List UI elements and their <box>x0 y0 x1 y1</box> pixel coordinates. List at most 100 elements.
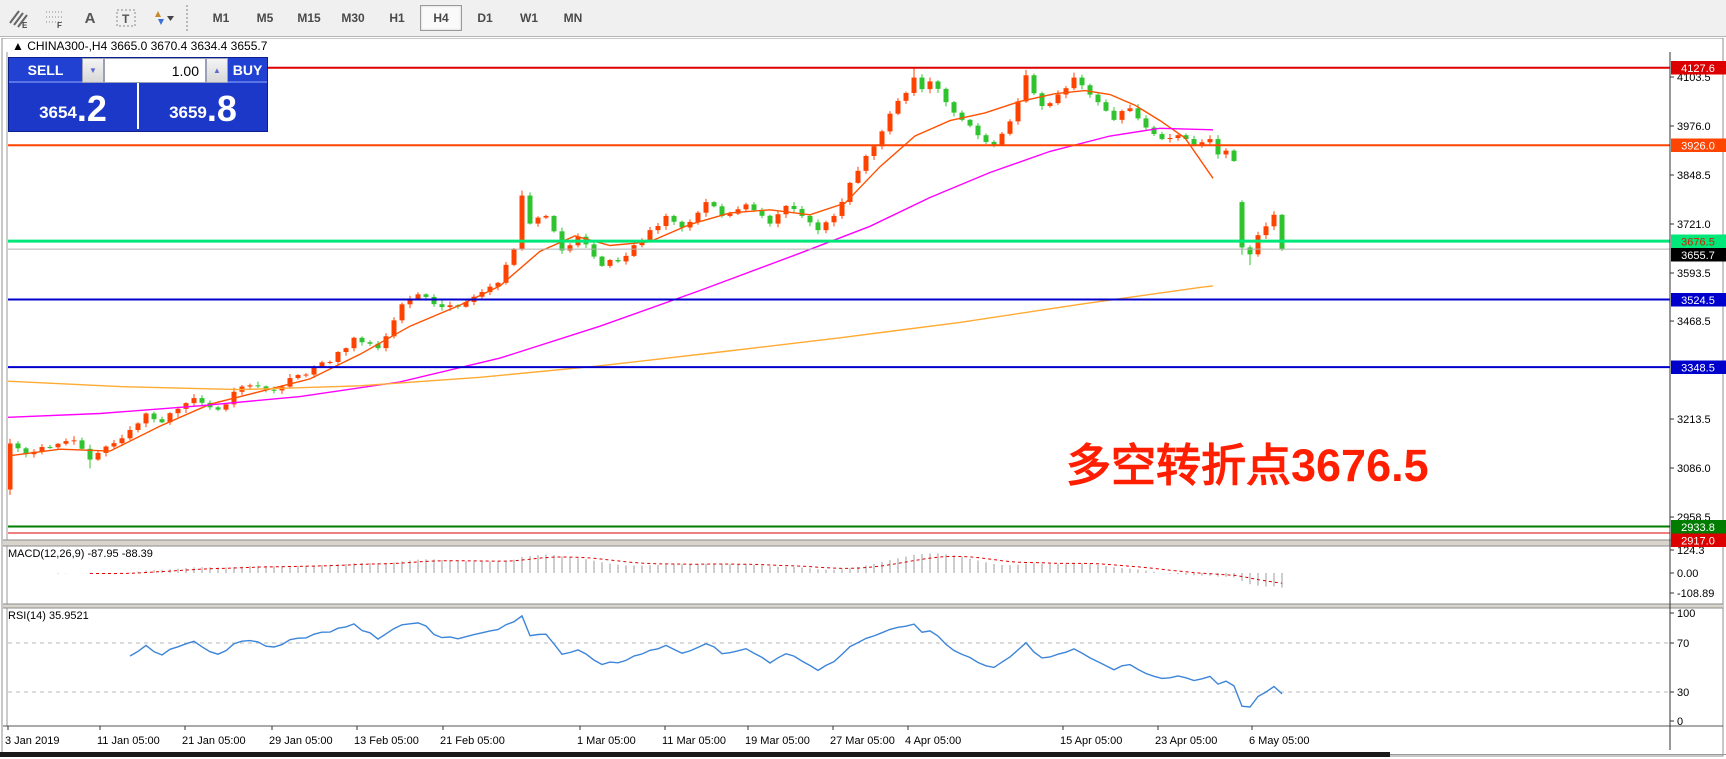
candle-body <box>215 407 221 410</box>
candle-body <box>367 342 373 344</box>
candle-body <box>727 213 733 216</box>
volume-decrease-spinner[interactable]: ▼ <box>82 58 104 83</box>
price-badge-text: 3524.5 <box>1681 295 1715 307</box>
timeframe-button-h4[interactable]: H4 <box>420 5 462 31</box>
price-tick-label: 3721.0 <box>1677 219 1711 231</box>
candle-body <box>175 408 181 414</box>
candle-body <box>815 222 821 231</box>
price-badge-3348.5: 3348.5 <box>1671 360 1726 374</box>
candle-body <box>495 282 501 287</box>
candle-body <box>767 215 773 224</box>
candle-body <box>391 320 397 337</box>
candle-body <box>431 296 437 305</box>
candle-body <box>863 155 869 171</box>
candle-body <box>1247 247 1253 255</box>
candle-body <box>871 146 877 156</box>
price-badge-2917.0: 2917.0 <box>1671 533 1726 547</box>
candle-body <box>1239 202 1245 248</box>
price-badge-3926.0: 3926.0 <box>1671 138 1726 152</box>
candle-body <box>1007 121 1013 134</box>
candle-body <box>1159 134 1165 140</box>
candle-body <box>287 378 293 387</box>
candle-body <box>463 302 469 307</box>
timeframe-button-m30[interactable]: M30 <box>341 11 365 25</box>
text-label-icon[interactable]: A <box>84 9 96 27</box>
candle-body <box>423 294 429 297</box>
candle-body <box>927 81 933 90</box>
timeframe-button-m15[interactable]: M15 <box>297 11 321 25</box>
svg-text:T: T <box>122 12 130 26</box>
candle-body <box>55 443 61 448</box>
candle-body <box>95 452 101 460</box>
timeframe-button-d1[interactable]: D1 <box>477 11 493 25</box>
candle-body <box>631 245 637 256</box>
candle-body <box>15 443 21 449</box>
candle-body <box>119 438 125 444</box>
candle-body <box>855 170 861 183</box>
candle-body <box>1055 94 1061 104</box>
candle-body <box>519 195 525 250</box>
price-tick-label: 3468.5 <box>1677 316 1711 328</box>
candle-body <box>791 205 797 210</box>
fast-ma-line <box>9 89 1214 457</box>
candle-body <box>375 343 381 349</box>
candle-body <box>743 204 749 210</box>
buy-price-display[interactable]: 3659.8 <box>139 83 267 129</box>
candle-body <box>1079 77 1085 86</box>
timeframe-button-m1[interactable]: M1 <box>212 11 230 25</box>
buy-button[interactable]: BUY <box>228 58 267 83</box>
candle-body <box>679 221 685 228</box>
candle-body <box>487 286 493 293</box>
text-box-icon[interactable]: T <box>111 4 141 32</box>
candle-body <box>911 77 917 93</box>
candle-body <box>71 440 77 442</box>
price-badge-rect <box>1671 248 1726 262</box>
time-tick-label: 13 Feb 05:00 <box>354 735 419 747</box>
timeframe-button-h1[interactable]: H1 <box>389 11 405 25</box>
price-badge-text: 2933.8 <box>1681 522 1715 534</box>
timeframe-button-w1[interactable]: W1 <box>520 11 538 25</box>
candle-body <box>1031 75 1037 94</box>
candle-body <box>799 209 805 216</box>
top-toolbar: E F A T M1 M5 M15 M30 H1 H4 <box>0 0 1726 37</box>
volume-input[interactable]: 1.00 <box>104 58 206 83</box>
time-tick-label: 6 May 05:00 <box>1249 735 1310 747</box>
grid-template-icon[interactable]: F <box>39 4 69 32</box>
candle-body <box>1279 214 1285 250</box>
chart-text-annotation[interactable]: 多空转折点3676.5 <box>1066 440 1429 491</box>
candle-body <box>1063 88 1069 95</box>
candle-body <box>831 215 837 223</box>
candle-body <box>8 443 13 490</box>
cycle-arrows-icon[interactable] <box>147 4 177 32</box>
panel-separator[interactable] <box>3 604 1723 608</box>
rsi-scale-label: 70 <box>1677 638 1689 650</box>
candle-body <box>847 182 853 202</box>
candle-body <box>719 206 725 216</box>
price-badge-rect <box>1671 520 1726 534</box>
chart-canvas[interactable]: ▲ CHINA300-,H4 3665.0 3670.4 3634.4 3655… <box>0 38 1726 759</box>
volume-increase-spinner[interactable]: ▲ <box>206 58 228 83</box>
rsi-scale-label: 30 <box>1677 687 1689 699</box>
indicator-lines-icon[interactable]: E <box>3 4 33 32</box>
horizontal-scrollbar-thumb[interactable] <box>0 752 1390 757</box>
candle-body <box>1111 110 1117 120</box>
candle-body <box>151 413 157 420</box>
candle-body <box>103 446 109 453</box>
buy-price-pips: .8 <box>206 88 237 129</box>
macd-label: MACD(12,26,9) -87.95 -88.39 <box>8 548 153 560</box>
sell-price-display[interactable]: 3654.2 <box>9 83 139 129</box>
panel-separator[interactable] <box>3 540 1723 546</box>
timeframe-button-m5[interactable]: M5 <box>256 11 274 25</box>
timeframe-button-mn[interactable]: MN <box>563 11 583 25</box>
candle-body <box>671 215 677 222</box>
mid-ma-line <box>8 127 1214 418</box>
candle-body <box>199 398 205 403</box>
candle-body <box>919 77 925 90</box>
sell-button[interactable]: SELL <box>9 58 82 83</box>
candle-body <box>943 88 949 103</box>
price-badge-rect <box>1671 234 1726 248</box>
time-axis: 3 Jan 2019 11 Jan 05:00 21 Jan 05:00 29 Jan… <box>5 726 1310 747</box>
candle-body <box>543 215 549 218</box>
toolbar-separator <box>186 5 193 31</box>
candle-body <box>1015 101 1021 122</box>
